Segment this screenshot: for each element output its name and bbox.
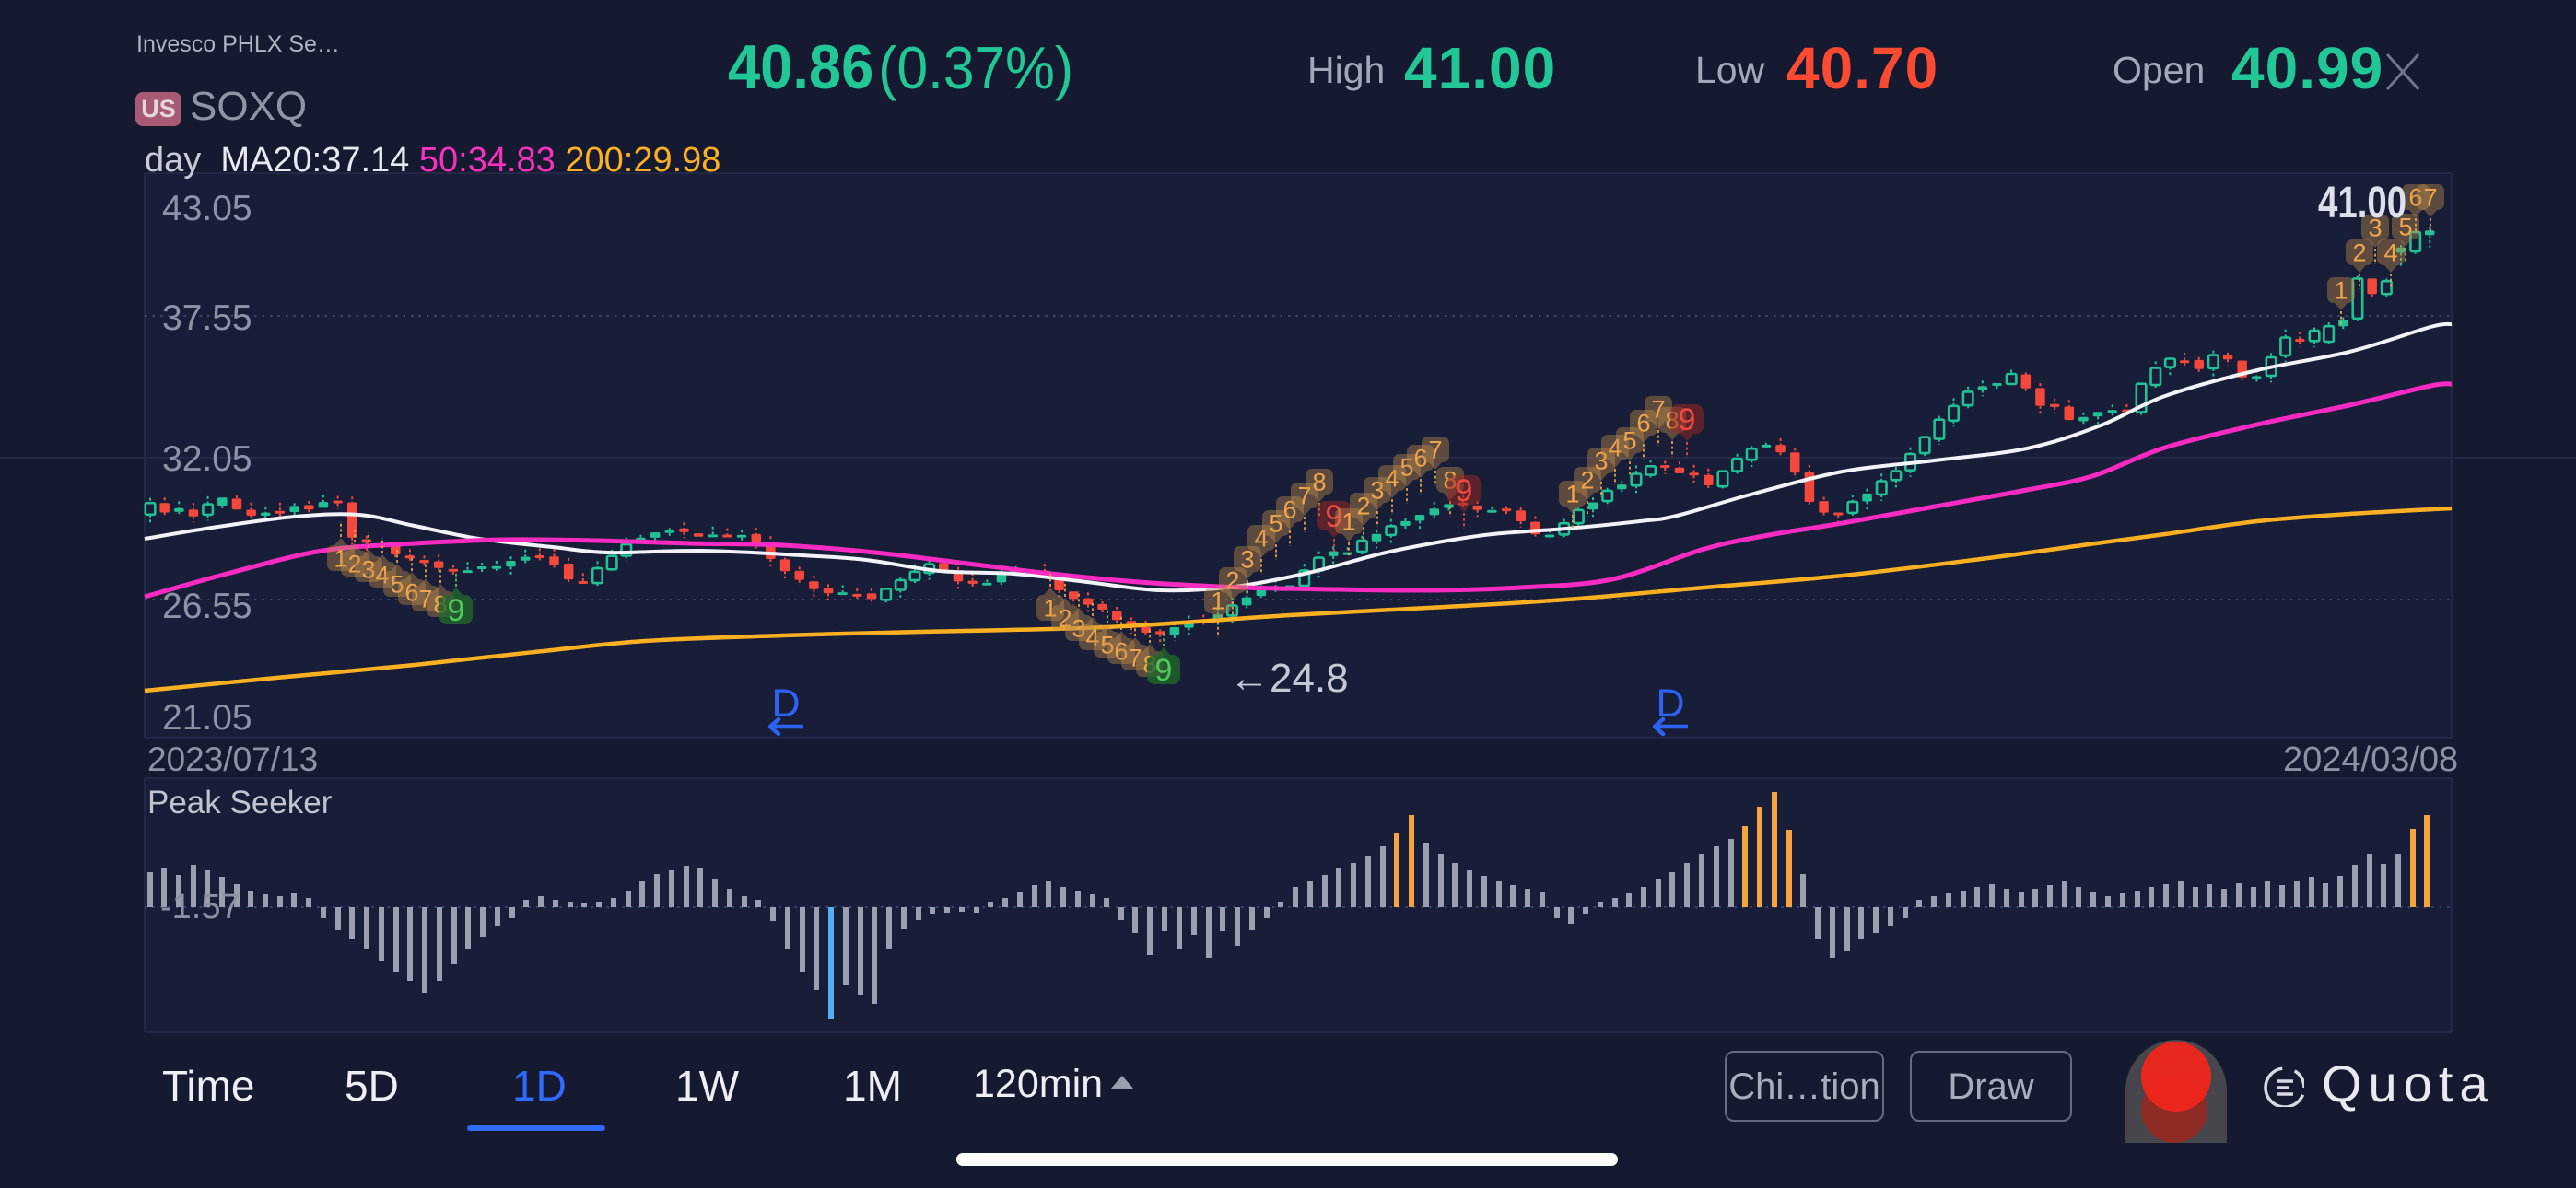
svg-text:1: 1 [1043, 595, 1057, 623]
svg-text:6: 6 [1413, 444, 1427, 472]
svg-text:2: 2 [1580, 467, 1594, 495]
svg-text:9: 9 [1679, 402, 1696, 437]
svg-text:4: 4 [375, 562, 389, 589]
svg-text:7: 7 [1128, 645, 1142, 672]
svg-text:8: 8 [1312, 469, 1326, 496]
svg-text:7: 7 [418, 586, 432, 613]
svg-text:6: 6 [1282, 496, 1296, 524]
svg-text:3: 3 [2368, 214, 2382, 241]
svg-text:5: 5 [1622, 426, 1636, 454]
svg-text:7: 7 [1651, 395, 1665, 423]
svg-text:1: 1 [2334, 276, 2348, 304]
svg-text:5: 5 [1100, 632, 1114, 659]
svg-text:9: 9 [1326, 499, 1343, 534]
svg-text:4: 4 [1254, 525, 1268, 553]
svg-text:5: 5 [390, 571, 404, 599]
svg-text:5: 5 [1399, 454, 1413, 482]
svg-text:1: 1 [1211, 588, 1224, 615]
svg-text:2: 2 [347, 551, 361, 578]
svg-text:2: 2 [2352, 239, 2366, 266]
svg-text:2: 2 [1058, 605, 1071, 633]
svg-text:5: 5 [2398, 213, 2412, 240]
svg-text:5: 5 [1269, 510, 1282, 538]
svg-text:3: 3 [1594, 447, 1608, 474]
svg-text:2: 2 [1225, 567, 1239, 595]
svg-text:6: 6 [1636, 409, 1650, 437]
svg-text:3: 3 [1240, 546, 1254, 574]
svg-text:9: 9 [1155, 653, 1173, 688]
svg-text:2: 2 [1356, 493, 1370, 520]
svg-text:D: D [771, 681, 800, 726]
svg-text:7: 7 [1428, 436, 1442, 463]
svg-text:7: 7 [2423, 183, 2437, 211]
svg-text:3: 3 [1071, 615, 1085, 643]
svg-text:1: 1 [334, 545, 347, 573]
svg-text:3: 3 [1370, 477, 1384, 505]
svg-text:4: 4 [1608, 434, 1622, 461]
svg-text:6: 6 [404, 579, 418, 607]
svg-text:D: D [1656, 681, 1684, 726]
svg-text:9: 9 [1456, 473, 1473, 508]
svg-text:4: 4 [2383, 239, 2397, 266]
svg-text:9: 9 [448, 593, 465, 628]
svg-text:1: 1 [1341, 508, 1355, 536]
svg-text:1: 1 [1565, 481, 1579, 508]
svg-text:4: 4 [1085, 624, 1099, 652]
svg-text:7: 7 [1297, 483, 1311, 510]
svg-text:4: 4 [1385, 465, 1399, 493]
svg-text:3: 3 [361, 556, 375, 584]
svg-text:6: 6 [1114, 638, 1128, 666]
svg-text:6: 6 [2408, 183, 2422, 211]
